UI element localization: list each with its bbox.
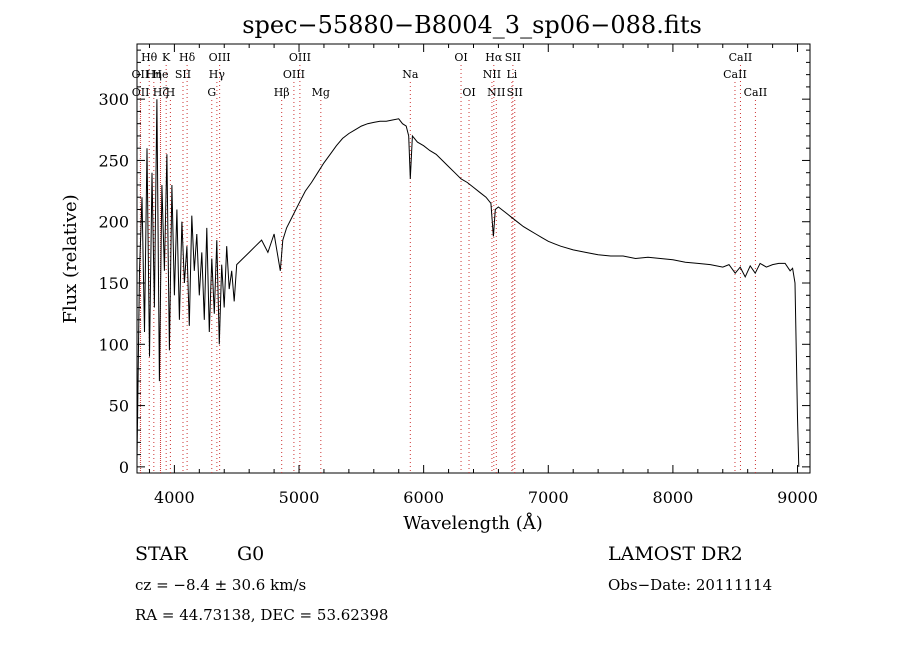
spectral-line-label: Na: [402, 68, 419, 81]
survey-name: LAMOST DR2: [608, 543, 743, 565]
x-tick-label: 6000: [403, 488, 444, 507]
spectral-line-label: He: [152, 68, 168, 81]
spectral-line-label: SII: [507, 86, 523, 99]
spectrum-series-line: [136, 99, 800, 467]
spectral-line-labels: HθOIIOIIHηHζHeKHSIIHδGHγOIIIHβOIIIOIIIMg…: [132, 51, 768, 99]
x-axis-label: Wavelength (Å): [403, 512, 543, 534]
x-axis-ticks: 4000 5000 6000 7000 8000 9000: [148, 44, 818, 507]
spectral-line-label: Hθ: [141, 51, 158, 64]
x-tick-label: 7000: [528, 488, 569, 507]
coordinates-readout: RA = 44.73138, DEC = 53.62398: [135, 606, 388, 624]
spectral-line-markers: [139, 65, 756, 473]
spectral-line-label: NII: [487, 86, 505, 99]
x-tick-label: 9000: [777, 488, 818, 507]
spectral-line-label: H: [166, 86, 176, 99]
spectral-line-label: Hα: [485, 51, 503, 64]
object-type: STAR: [135, 543, 188, 565]
spectral-line-label: SII: [505, 51, 521, 64]
spectral-line-label: CaII: [723, 68, 747, 81]
spectral-line-label: OIII: [289, 51, 311, 64]
spectral-line-label: OIII: [209, 51, 231, 64]
y-tick-label: 0: [119, 458, 129, 477]
observation-date: Obs−Date: 20111114: [608, 576, 772, 594]
plot-frame: [136, 43, 811, 474]
spectral-line-label: OI: [454, 51, 467, 64]
y-axis-ticks: 0 50 100 150 200 250 300: [98, 49, 810, 477]
spectral-line-label: SII: [175, 68, 191, 81]
y-axis-label: Flux (relative): [60, 194, 81, 323]
spectral-line-label: K: [162, 51, 171, 64]
spectral-line-label: Li: [506, 68, 517, 81]
spectral-line-label: OII: [132, 86, 150, 99]
x-tick-label: 4000: [154, 488, 195, 507]
spectral-line-label: OI: [462, 86, 475, 99]
y-tick-label: 200: [98, 213, 129, 232]
y-tick-label: 100: [98, 335, 129, 354]
spectral-subclass: G0: [237, 543, 264, 565]
chart-title: spec−55880−B8004_3_sp06−088.fits: [242, 11, 702, 39]
y-tick-label: 300: [98, 90, 129, 109]
spectral-line-label: Hδ: [179, 51, 196, 64]
y-tick-label: 150: [98, 274, 129, 293]
y-tick-label: 250: [98, 151, 129, 170]
spectral-line-label: Hζ: [153, 86, 169, 99]
redshift-readout: cz = −8.4 ± 30.6 km/s: [135, 576, 306, 594]
spectral-line-label: Hγ: [209, 68, 226, 81]
spectral-line-label: CaII: [729, 51, 753, 64]
x-tick-label: 8000: [653, 488, 694, 507]
spectral-line-label: CaII: [744, 86, 768, 99]
spectral-line-label: G: [207, 86, 216, 99]
spectral-line-label: Hη: [146, 68, 162, 81]
y-tick-label: 50: [109, 397, 129, 416]
spectral-line-label: Mg: [312, 86, 330, 99]
spectral-line-label: Hβ: [274, 86, 290, 99]
x-tick-label: 5000: [279, 488, 320, 507]
spectral-line-label: NII: [483, 68, 501, 81]
spectral-line-label: OIII: [283, 68, 305, 81]
